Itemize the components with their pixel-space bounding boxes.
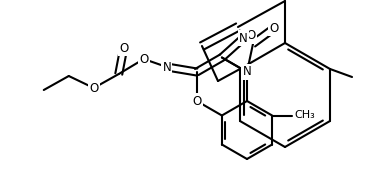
Text: O: O [192, 95, 201, 107]
Text: O: O [139, 53, 148, 65]
Text: N: N [243, 65, 251, 79]
Text: CH₃: CH₃ [294, 110, 315, 121]
Text: N: N [239, 32, 248, 45]
Text: O: O [269, 22, 279, 35]
Text: N: N [163, 61, 171, 73]
Text: O: O [89, 81, 98, 95]
Text: O: O [119, 41, 128, 55]
Text: O: O [247, 29, 256, 42]
